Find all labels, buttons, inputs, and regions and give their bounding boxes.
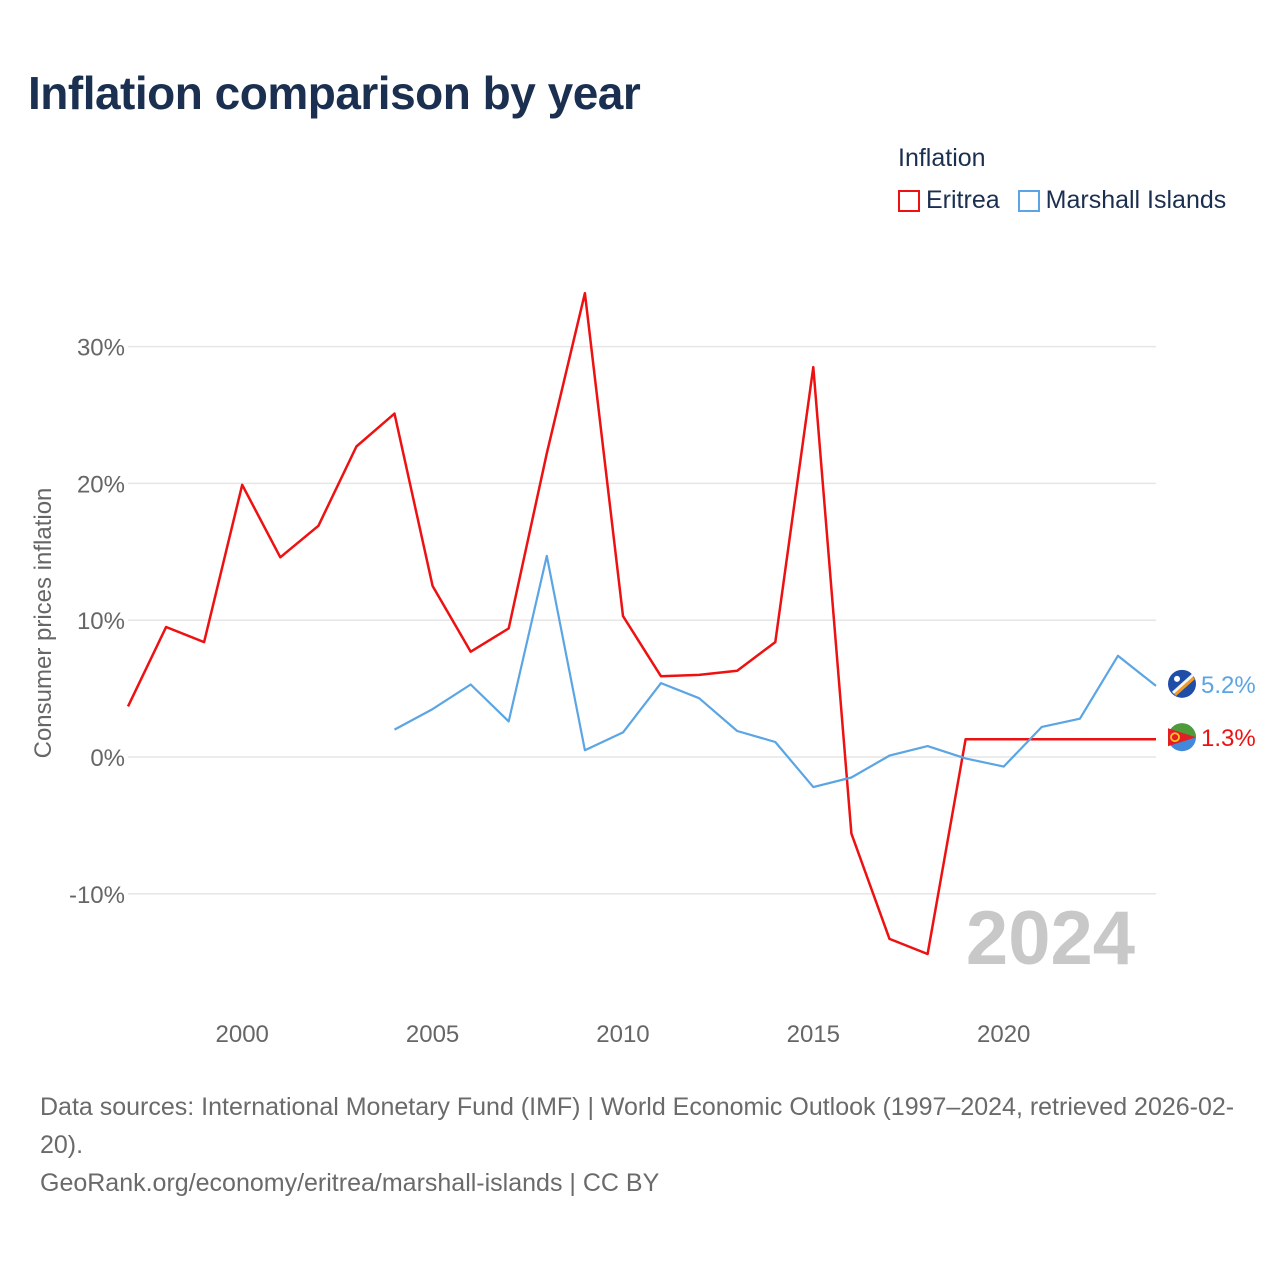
- legend: Eritrea Marshall Islands: [898, 186, 1244, 215]
- legend-swatch-marshall-islands: [1017, 189, 1040, 212]
- y-tick-label: 30%: [77, 335, 125, 362]
- flag-star: [1174, 675, 1180, 682]
- footer: Data sources: International Monetary Fun…: [40, 1088, 1250, 1202]
- line-chart: -10% 0% 10% 20% 30% 2000 2005 2010 2015 2020 Consu…: [30, 291, 1256, 1048]
- end-label-eritrea: 1.3%: [1201, 725, 1256, 752]
- end-label-marshall-islands: 5.2%: [1201, 672, 1256, 699]
- legend-title: Inflation: [898, 144, 986, 172]
- flag-emblem: [1170, 732, 1180, 743]
- flag-stripe-orange: [1173, 676, 1196, 696]
- y-tick-label: 0%: [90, 745, 125, 772]
- legend-item-eritrea[interactable]: Eritrea: [898, 186, 1000, 215]
- year-watermark: 2024: [966, 896, 1135, 981]
- y-axis-title: Consumer prices inflation: [30, 488, 57, 759]
- chart-title: Inflation comparison by year: [28, 67, 641, 119]
- legend-label-eritrea: Eritrea: [926, 186, 1000, 214]
- series-line-eritrea: [126, 291, 1156, 956]
- x-tick-label: 2015: [787, 1021, 840, 1048]
- x-tick-label: 2020: [977, 1021, 1030, 1048]
- x-tick-label: 2010: [596, 1021, 649, 1048]
- x-tick-label: 2005: [406, 1021, 459, 1048]
- y-tick-label: -10%: [69, 882, 125, 909]
- legend-item-marshall-islands[interactable]: Marshall Islands: [1017, 186, 1227, 215]
- flag-stripe-white: [1171, 673, 1195, 694]
- credit-link[interactable]: GeoRank.org/economy/eritrea/marshall-isl…: [40, 1169, 660, 1197]
- legend-label-marshall-islands: Marshall Islands: [1045, 186, 1227, 214]
- x-tick-label: 2000: [216, 1021, 269, 1048]
- series-line-marshall-islands: [393, 554, 1157, 789]
- y-tick-label: 10%: [77, 608, 125, 635]
- y-tick-label: 20%: [77, 471, 125, 498]
- legend-swatch-eritrea: [898, 189, 920, 212]
- data-sources: Data sources: International Monetary Fun…: [40, 1093, 1235, 1159]
